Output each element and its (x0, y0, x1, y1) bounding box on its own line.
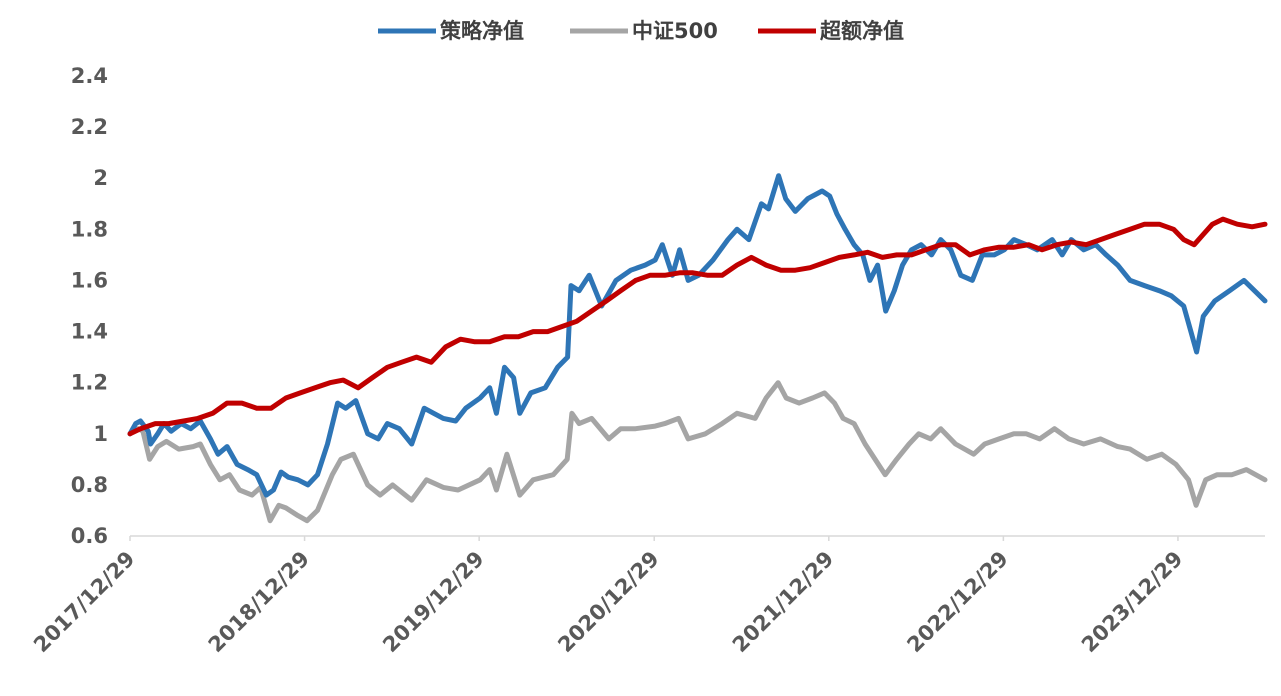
series-layer (127, 173, 1268, 524)
y-tick-label: 1.4 (71, 320, 108, 344)
x-tick-label: 2022/12/29 (902, 547, 1012, 657)
y-tick-label: 2.4 (71, 64, 108, 88)
x-tick-label: 2019/12/29 (378, 547, 488, 657)
series-line (127, 380, 1268, 524)
x-tick-label: 2018/12/29 (204, 547, 314, 657)
y-tick-label: 0.8 (71, 473, 108, 497)
series-line (127, 216, 1268, 437)
x-tick-label: 2017/12/29 (29, 547, 139, 657)
y-tick-label: 2.2 (71, 115, 108, 139)
y-tick-label: 0.6 (71, 524, 108, 548)
y-axis: 0.6 0.8 1 1.2 1.4 1.6 1.8 2 2.2 2.4 (71, 64, 108, 548)
x-tick-label: 2021/12/29 (728, 547, 838, 657)
legend-item: 中证500 (570, 19, 718, 43)
x-axis: 2017/12/29 2018/12/29 2019/12/29 2020/12/29… (29, 535, 1265, 657)
series-line (127, 173, 1268, 498)
legend: 策略净值 中证500 超额净值 (378, 19, 904, 43)
y-tick-label: 1.6 (71, 268, 108, 292)
x-tick-label: 2020/12/29 (553, 547, 663, 657)
y-tick-label: 1.8 (71, 217, 108, 241)
y-tick-label: 1 (93, 422, 108, 446)
legend-label: 中证500 (632, 19, 718, 43)
legend-label: 策略净值 (440, 19, 524, 43)
y-tick-label: 1.2 (71, 371, 108, 395)
legend-item: 策略净值 (378, 19, 524, 43)
y-tick-label: 2 (93, 166, 108, 190)
legend-label: 超额净值 (820, 19, 904, 43)
x-tick-label: 2023/12/29 (1077, 547, 1187, 657)
legend-item: 超额净值 (758, 19, 904, 43)
